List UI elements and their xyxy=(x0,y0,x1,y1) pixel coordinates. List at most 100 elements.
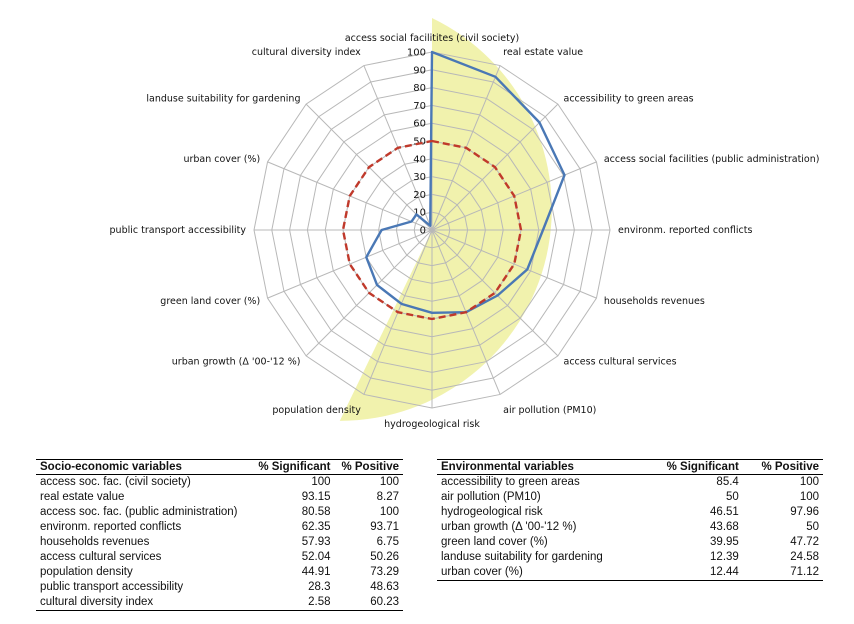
percent-significant: 62.35 xyxy=(301,521,331,533)
axis-label: urban growth (Δ '00-'12 %) xyxy=(172,357,301,368)
table-row: access soc. fac. (public administration)… xyxy=(36,505,403,520)
tick-label: 20 xyxy=(413,190,426,201)
variable-name: public transport accessibility xyxy=(40,581,184,593)
table-row: hydrogeological risk 46.51 97.96 xyxy=(437,505,823,520)
percent-significant: 50 xyxy=(726,491,739,503)
axis-label: population density xyxy=(272,405,361,416)
axis-label: public transport accessibility xyxy=(110,225,247,236)
tick-label: 40 xyxy=(413,154,426,165)
percent-significant: 39.95 xyxy=(710,536,739,548)
variable-name: hydrogeological risk xyxy=(441,506,543,518)
tick-label: 70 xyxy=(413,101,426,112)
column-header: % Positive xyxy=(334,459,403,475)
variable-name: accessibility to green areas xyxy=(441,476,580,488)
column-header: % Positive xyxy=(742,459,823,475)
axis-label: cultural diversity index xyxy=(252,47,361,58)
percent-significant: 80.58 xyxy=(301,506,331,518)
variable-name: population density xyxy=(40,566,133,578)
tick-label: 30 xyxy=(413,172,426,183)
table-row: access cultural services 52.04 50.26 xyxy=(36,550,403,565)
percent-positive: 24.58 xyxy=(790,551,819,563)
tick-label: 0 xyxy=(420,226,426,237)
axis-label: real estate value xyxy=(503,47,583,58)
percent-significant: 44.91 xyxy=(301,566,331,578)
percent-positive: 6.75 xyxy=(376,536,399,548)
percent-significant: 12.39 xyxy=(710,551,739,563)
tick-label: 10 xyxy=(413,208,426,219)
tick-label: 60 xyxy=(413,119,426,130)
table-row: accessibility to green areas 85.4 100 xyxy=(437,475,823,491)
table-row: cultural diversity index 2.58 60.23 xyxy=(36,595,403,611)
axis-spoke xyxy=(431,229,597,299)
table-row: landuse suitability for gardening 12.39 24… xyxy=(437,550,823,565)
variable-name: urban growth (Δ '00-'12 %) xyxy=(441,521,577,533)
axis-label: hydrogeological risk xyxy=(384,419,480,430)
variable-name: air pollution (PM10) xyxy=(441,491,541,503)
percent-positive: 50 xyxy=(806,521,819,533)
column-header: % Significant xyxy=(250,459,335,475)
percent-positive: 100 xyxy=(799,476,819,488)
table-row: access soc. fac. (civil society) 100 100 xyxy=(36,475,403,491)
socio-economic-table: Socio-economic variables % Significant %… xyxy=(36,459,403,611)
percent-significant: 46.51 xyxy=(710,506,739,518)
variable-name: real estate value xyxy=(40,491,125,503)
percent-positive: 48.63 xyxy=(370,581,399,593)
variable-name: urban cover (%) xyxy=(437,565,645,581)
axis-label: environm. reported conflicts xyxy=(618,225,752,236)
tick-label: 80 xyxy=(413,83,426,94)
axis-label: access social facilities (public adminis… xyxy=(604,154,820,165)
percent-significant: 2.58 xyxy=(250,595,335,611)
percent-significant: 57.93 xyxy=(301,536,331,548)
axis-spoke xyxy=(431,229,559,357)
percent-positive: 50.26 xyxy=(370,551,399,563)
axis-label: urban cover (%) xyxy=(183,154,260,165)
table-header-row: Socio-economic variables % Significant %… xyxy=(36,459,403,475)
table-row: real estate value 93.15 8.27 xyxy=(36,490,403,505)
variable-name: access cultural services xyxy=(40,551,162,563)
table-row: households revenues 57.93 6.75 xyxy=(36,535,403,550)
radar-chart: 0 10 20 30 40 50 60 70 80 90 100 access social faci… xyxy=(110,18,820,430)
percent-significant: 12.44 xyxy=(644,565,743,581)
variable-name: environm. reported conflicts xyxy=(40,521,182,533)
percent-significant: 100 xyxy=(311,476,331,488)
percent-positive: 100 xyxy=(379,506,399,518)
percent-positive: 97.96 xyxy=(790,506,819,518)
series-line-reference xyxy=(341,139,523,321)
axis-label: access social facilitites (civil society… xyxy=(345,33,519,44)
percent-significant: 52.04 xyxy=(301,551,331,563)
variable-name: landuse suitability for gardening xyxy=(441,551,603,563)
percent-significant: 93.15 xyxy=(301,491,331,503)
variable-name: access soc. fac. (public administration) xyxy=(40,506,238,518)
axis-label: green land cover (%) xyxy=(160,296,260,307)
column-header: Environmental variables xyxy=(437,459,645,475)
percent-positive: 73.29 xyxy=(370,566,399,578)
variable-name: households revenues xyxy=(40,536,150,548)
table-header-row: Environmental variables % Significant % … xyxy=(437,459,823,475)
tick-label: 90 xyxy=(413,65,426,76)
table-row: urban growth (Δ '00-'12 %) 43.68 50 xyxy=(437,520,823,535)
environmental-table: Environmental variables % Significant % … xyxy=(437,459,823,581)
column-header: Socio-economic variables xyxy=(36,459,251,475)
table-row: urban cover (%) 12.44 71.12 xyxy=(437,565,823,581)
percent-positive: 93.71 xyxy=(370,521,399,533)
axis-label: air pollution (PM10) xyxy=(503,405,596,416)
percent-positive: 71.12 xyxy=(742,565,823,581)
table-row: air pollution (PM10) 50 100 xyxy=(437,490,823,505)
percent-positive: 60.23 xyxy=(334,595,403,611)
variable-name: cultural diversity index xyxy=(36,595,251,611)
percent-positive: 100 xyxy=(799,491,819,503)
table-row: public transport accessibility 28.3 48.63 xyxy=(36,580,403,595)
percent-positive: 47.72 xyxy=(790,536,819,548)
percent-positive: 8.27 xyxy=(376,491,399,503)
tick-label: 50 xyxy=(413,137,426,148)
axis-label: households revenues xyxy=(604,296,705,307)
axis-label: landuse suitability for gardening xyxy=(146,93,300,104)
axis-label: accessibility to green areas xyxy=(564,93,694,104)
tick-label: 100 xyxy=(407,48,426,59)
percent-significant: 43.68 xyxy=(710,521,739,533)
axis-label: access cultural services xyxy=(564,357,677,368)
table-row: environm. reported conflicts 62.35 93.71 xyxy=(36,520,403,535)
variable-name: access soc. fac. (civil society) xyxy=(40,476,191,488)
percent-positive: 100 xyxy=(379,476,399,488)
table-row: green land cover (%) 39.95 47.72 xyxy=(437,535,823,550)
